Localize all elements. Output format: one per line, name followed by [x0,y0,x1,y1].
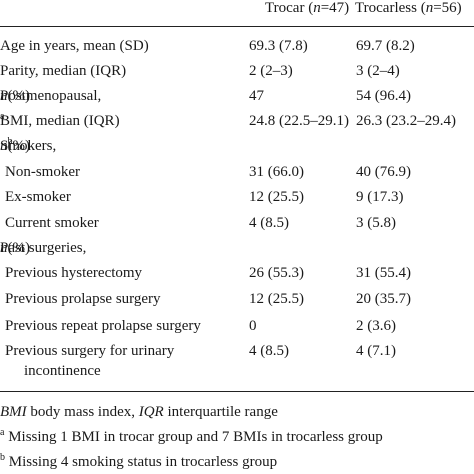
row-label-text: BMI, median (IQR) [0,113,120,129]
abbr-bmi: BMI [0,404,27,420]
row-label-n: n [0,240,8,256]
footnote-a: a Missing 1 BMI in trocar group and 7 BM… [0,427,383,446]
row-label: Postmenopausal, n (%) [0,88,101,105]
row-label-line2: incontinence [24,363,101,379]
row-label-text: Past surgeries, [0,240,87,256]
cell-trocarless: 9 (17.3) [356,189,404,205]
cell-trocar: 24.8 (22.5–29.1) [249,113,349,129]
cell-trocarless: 4 (7.1) [356,343,396,359]
table-row: Ex-smoker 12 (25.5) 9 (17.3) [0,189,474,214]
table-row: Previous repeat prolapse surgery 0 2 (3.… [0,318,474,343]
row-label: Parity, median (IQR) [0,63,127,79]
column-header-trocar: Trocar (n=47) [265,0,350,16]
cell-trocar: 31 (66.0) [249,164,304,180]
cell-trocar: 12 (25.5) [249,189,304,205]
row-label-tail: (%) [7,88,31,104]
row-label-n: n [0,88,8,104]
row-label: Previous hysterectomy [5,265,143,281]
footnote-b-mark: b [0,452,5,463]
row-label: Ex-smoker [5,189,71,205]
cell-trocarless: 3 (5.8) [356,215,396,231]
cell-trocarless: 40 (76.9) [356,164,411,180]
cell-trocarless: 20 (35.7) [356,291,411,307]
table-row: Parity, median (IQR) 2 (2–3) 3 (2–4) [0,63,474,88]
abbr-iqr: IQR [138,404,164,420]
header-trocarless-n: n [425,0,434,16]
cell-trocar: 4 (8.5) [249,215,289,231]
header-trocarless-name: Trocarless [355,0,417,16]
row-label: Past surgeries, n (%) [0,240,86,257]
cell-trocarless: 69.7 (8.2) [356,38,415,54]
cell-trocarless: 3 (2–4) [356,63,400,79]
table-row: Current smoker 4 (8.5) 3 (5.8) [0,215,474,240]
row-label-n: n [0,138,8,154]
footnote-marker: a [0,111,5,122]
row-label-text: Postmenopausal, [0,88,102,104]
bottom-rule [0,391,474,392]
row-label-tail: (%) [7,240,31,256]
cell-trocarless: 2 (3.6) [356,318,396,334]
header-trocar-name: Trocar [265,0,305,16]
cell-trocarless: 54 (96.4) [356,88,411,104]
header-trocar-n: n [313,0,321,16]
table-row: Postmenopausal, n (%) 47 54 (96.4) [0,88,474,113]
cell-trocarless: 26.3 (23.2–29.4) [356,113,456,129]
row-label-text: Smokers, [0,138,57,154]
footnote-a-mark: a [0,427,5,438]
abbr-iqr-text: interquartile range [163,404,278,420]
cell-trocar: 47 [249,88,264,104]
cell-trocar: 26 (55.3) [249,265,304,281]
row-label: Previous repeat prolapse surgery [5,318,201,334]
table-row: Past surgeries, n (%) [0,240,474,265]
table-row: BMI, median (IQR) a 24.8 (22.5–29.1) 26.3… [0,111,474,138]
footnote-b: b Missing 4 smoking status in trocarless… [0,452,278,471]
cell-trocar: 4 (8.5) [249,343,289,359]
abbr-bmi-text: body mass index, [26,404,139,420]
table-row: Non-smoker 31 (66.0) 40 (76.9) [0,164,474,189]
row-label: Previous surgery for urinary [5,343,175,359]
row-label: BMI, median (IQR) a [0,111,120,130]
table-header: Trocar (n=47) Trocarless (n=56) [0,0,474,24]
cell-trocar: 12 (25.5) [249,291,304,307]
cell-trocar: 69.3 (7.8) [249,38,308,54]
table-row: Previous prolapse surgery 12 (25.5) 20 (… [0,291,474,316]
row-label-tail: (%) [7,138,31,154]
cell-trocarless: 31 (55.4) [356,265,411,281]
table-row: Smokers, n (%) b [0,136,474,163]
row-label: Age in years, mean (SD) [0,38,149,54]
footnote-a-text: Missing 1 BMI in trocar group and 7 BMIs… [4,429,383,445]
row-label: Current smoker [5,215,99,231]
row-label: Non-smoker [5,164,80,180]
cell-trocar: 0 [249,318,257,334]
row-label: Previous prolapse surgery [5,291,161,307]
table-row: Age in years, mean (SD) 69.3 (7.8) 69.7 … [0,38,474,63]
footnote-marker: b [7,136,13,147]
footnote-b-text: Missing 4 smoking status in trocarless g… [5,454,278,470]
row-label: Smokers, n (%) b [0,136,56,155]
header-trocarless-count: =56) [433,0,462,16]
header-trocar-count: =47) [320,0,350,16]
header-rule [0,26,474,27]
cell-trocar: 2 (2–3) [249,63,293,79]
column-header-trocarless: Trocarless (n=56) [355,0,462,16]
table-row: Previous hysterectomy 26 (55.3) 31 (55.4… [0,265,474,290]
table-row: Previous surgery for urinary 4 (8.5) 4 (… [0,343,474,368]
abbreviations-note: BMI body mass index, IQR interquartile r… [0,404,278,421]
table-row-continuation: incontinence [0,363,474,388]
